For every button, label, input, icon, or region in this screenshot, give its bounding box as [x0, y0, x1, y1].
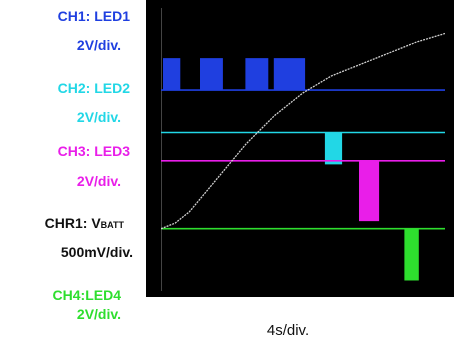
chr1-name-main: CHR1: V [44, 215, 101, 231]
ch1-scale: 2V/div. [76, 37, 121, 53]
ch3-name: CH3: LED3 [57, 143, 130, 159]
ch2-name: CH2: LED2 [57, 80, 130, 96]
ch1-name: CH1: LED1 [57, 8, 130, 24]
chr1-scale: 500mV/div. [60, 244, 133, 260]
ch2-scale: 2V/div. [76, 109, 121, 125]
oscilloscope-screen [146, 0, 454, 297]
trace-1 [161, 58, 445, 91]
oscilloscope-plot [161, 8, 445, 291]
trace-5 [161, 32, 445, 230]
trace-3 [161, 160, 445, 222]
ch3-scale: 2V/div. [76, 173, 121, 189]
ch4-name: CH4:LED4 [52, 287, 121, 303]
chr1-name: CHR1: VBATT [0, 215, 124, 231]
chr1-name-sub: BATT [100, 220, 124, 230]
trace-4 [161, 227, 445, 281]
trace-2 [161, 131, 445, 165]
time-scale-label: 4s/div. [266, 322, 310, 339]
ch4-scale: 2V/div. [76, 306, 121, 322]
